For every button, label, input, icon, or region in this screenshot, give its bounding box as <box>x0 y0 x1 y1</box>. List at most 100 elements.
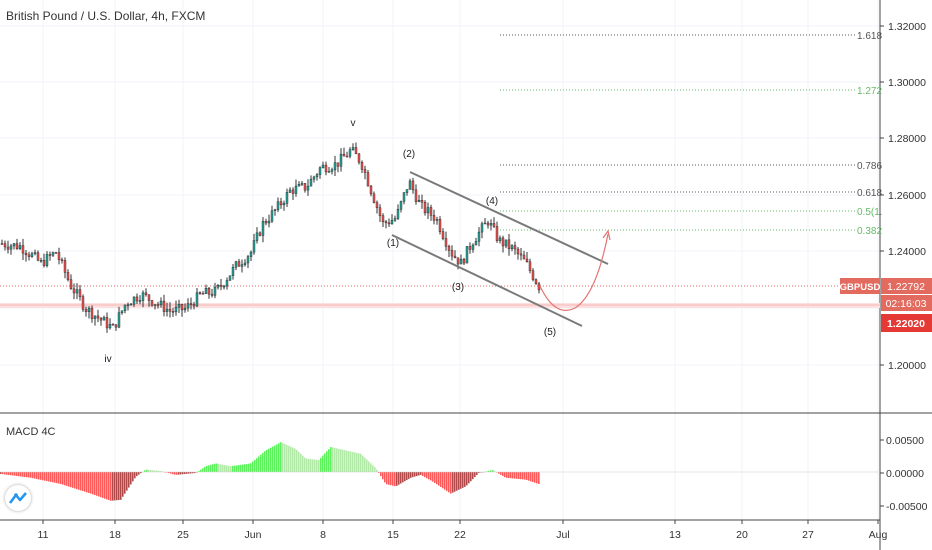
macd-bar <box>228 465 230 472</box>
macd-bar <box>368 461 370 472</box>
candle-body <box>264 221 268 224</box>
candle-body <box>156 304 160 306</box>
macd-bar <box>270 447 272 472</box>
tradingview-logo-icon[interactable] <box>5 485 31 511</box>
candle-body <box>474 241 478 246</box>
candle-body <box>18 245 22 249</box>
candle-body <box>465 246 469 264</box>
macd-bar <box>512 472 514 479</box>
candle-body <box>288 189 292 193</box>
macd-bar <box>274 445 276 472</box>
candle-body <box>333 162 337 171</box>
candle-body <box>480 223 484 233</box>
macd-bar <box>224 465 226 472</box>
countdown-label: 02:16:03 <box>886 298 927 310</box>
symbol-title[interactable]: British Pound / U.S. Dollar, 4h, FXCM <box>6 9 206 23</box>
macd-bar <box>40 472 42 480</box>
candle-body <box>150 300 154 306</box>
time-tick-label: Aug <box>869 529 888 541</box>
macd-bar <box>388 472 390 485</box>
macd-bar <box>518 472 520 480</box>
macd-bar <box>80 472 82 491</box>
macd-bar <box>382 472 384 480</box>
macd-bar <box>232 465 234 472</box>
macd-bar <box>128 472 130 488</box>
macd-bar <box>82 472 84 492</box>
price-axis[interactable]: 1.32000 1.30000 1.28000 1.26000 1.24000 1.200… <box>880 21 928 513</box>
candle-body <box>231 267 235 276</box>
candle-body <box>531 270 535 280</box>
fib-level-label: 1.272 <box>857 86 882 97</box>
time-tick-label: Jun <box>245 529 262 541</box>
macd-bar <box>498 472 500 474</box>
candle-body <box>351 147 355 150</box>
candle-body <box>279 201 283 206</box>
macd-bar <box>48 472 50 482</box>
macd-bar <box>278 443 280 472</box>
macd-bar <box>176 472 178 475</box>
macd-bar <box>438 472 440 486</box>
macd-bar <box>140 472 142 474</box>
macd-bar <box>172 472 174 475</box>
macd-bar <box>214 463 216 472</box>
macd-bar <box>472 472 474 480</box>
symbol-tag-label: GBPUSD <box>840 282 881 293</box>
macd-bar <box>152 470 154 472</box>
macd-bar <box>402 472 404 483</box>
macd-bar <box>386 472 388 485</box>
macd-bar <box>370 463 372 472</box>
macd-bar <box>100 472 102 498</box>
channel-lower-line <box>391 234 583 327</box>
macd-bar <box>242 464 244 472</box>
macd-bar <box>244 464 246 472</box>
macd-bar <box>186 472 188 474</box>
macd-bar <box>490 470 492 472</box>
candle-body <box>39 260 43 262</box>
macd-bar <box>42 472 44 481</box>
time-tick-label: 13 <box>669 529 681 541</box>
time-axis[interactable]: 11 18 25 Jun 8 15 22 Jul 13 20 27 Aug <box>38 520 888 541</box>
macd-bar <box>200 469 202 472</box>
candle-body <box>441 231 445 239</box>
macd-bar <box>116 472 118 501</box>
macd-bar <box>8 472 10 475</box>
macd-histogram <box>0 442 880 501</box>
macd-bar <box>60 472 62 484</box>
macd-bar <box>340 449 342 472</box>
macd-bar <box>226 465 228 472</box>
time-tick-label: 8 <box>320 529 326 541</box>
macd-bar <box>266 449 268 472</box>
candle-body <box>519 253 523 256</box>
candle-body <box>372 193 376 203</box>
macd-bar <box>486 471 488 472</box>
candle-body <box>432 215 436 221</box>
candle-body <box>57 252 61 260</box>
macd-bar <box>110 472 112 501</box>
candle-body <box>81 296 85 310</box>
candle-body <box>435 219 439 221</box>
symbol-tag <box>840 278 880 294</box>
macd-bar <box>10 472 12 476</box>
price-tick-label: 1.30000 <box>888 77 926 89</box>
candle-body <box>99 317 103 321</box>
wave-label: iv <box>104 354 111 365</box>
macd-bar <box>22 472 24 477</box>
macd-bar <box>494 471 496 472</box>
last-price-tag <box>881 278 932 294</box>
macd-bar <box>248 463 250 472</box>
candle-body <box>366 172 370 187</box>
candle-body <box>381 215 385 223</box>
macd-indicator-label[interactable]: MACD 4C <box>6 426 56 438</box>
macd-bar <box>236 465 238 472</box>
macd-bar <box>28 472 30 478</box>
macd-bar <box>286 444 288 472</box>
macd-bar <box>298 451 300 472</box>
macd-bar <box>0 472 2 474</box>
candle-body <box>285 192 289 204</box>
macd-bar <box>50 472 52 482</box>
macd-bar <box>12 472 14 476</box>
candle-body <box>255 232 259 241</box>
candle-body <box>390 220 394 225</box>
